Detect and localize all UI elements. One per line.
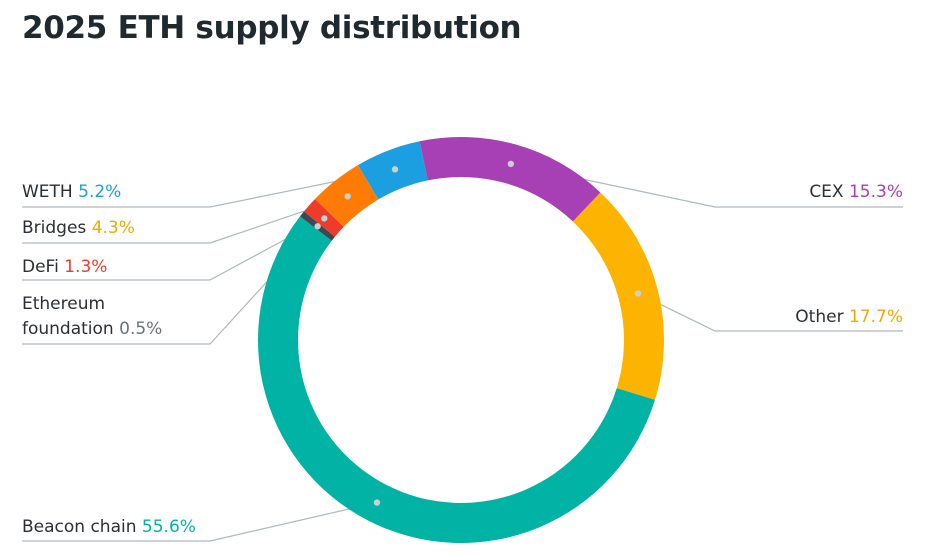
label-name: WETH (22, 182, 73, 202)
label-name: Ethereum (22, 294, 106, 314)
callout-line-other (637, 292, 903, 332)
slice-cex (419, 137, 601, 222)
label-name: CEX (809, 182, 844, 202)
callout-dots (314, 160, 642, 506)
callout-dot-defi (321, 215, 328, 222)
label-name: Beacon chain (22, 517, 137, 537)
callout-line-bridges (22, 195, 348, 244)
label-value: 15.3% (848, 182, 903, 202)
callout-line-weth (22, 168, 396, 208)
slice-beacon-chain (257, 216, 655, 543)
label-value: 55.6% (141, 517, 196, 537)
label-weth: WETH 5.2% (22, 180, 121, 205)
callout-dot-ethereum-foundation (314, 223, 321, 230)
label-name: Bridges (22, 218, 87, 238)
label-ethereum-foundation: Ethereum foundation 0.5% (22, 292, 162, 342)
callout-line-beacon-chain (22, 501, 378, 542)
label-other: Other 17.7% (795, 305, 903, 330)
callout-dot-weth (391, 166, 399, 173)
callout-dot-other (634, 290, 642, 297)
label-name: Other (795, 307, 844, 327)
label-value: 1.3% (64, 257, 108, 277)
callout-dot-cex (507, 160, 515, 168)
label-name: foundation (22, 319, 114, 339)
callout-dot-beacon-chain (373, 499, 381, 506)
label-value: 17.7% (848, 307, 903, 327)
slice-other (572, 192, 665, 400)
label-beacon-chain: Beacon chain 55.6% (22, 515, 196, 540)
label-value: 0.5% (119, 319, 163, 339)
label-value: 4.3% (91, 218, 135, 238)
callout-dot-bridges (344, 193, 351, 200)
label-value: 5.2% (78, 182, 122, 202)
callout-lines (22, 163, 903, 542)
chart-title: 2025 ETH supply distribution (22, 10, 522, 46)
label-bridges: Bridges 4.3% (22, 216, 135, 241)
donut-slices (257, 137, 665, 543)
label-defi: DeFi 1.3% (22, 255, 107, 280)
label-name: DeFi (22, 257, 59, 277)
label-cex: CEX 15.3% (809, 180, 903, 205)
